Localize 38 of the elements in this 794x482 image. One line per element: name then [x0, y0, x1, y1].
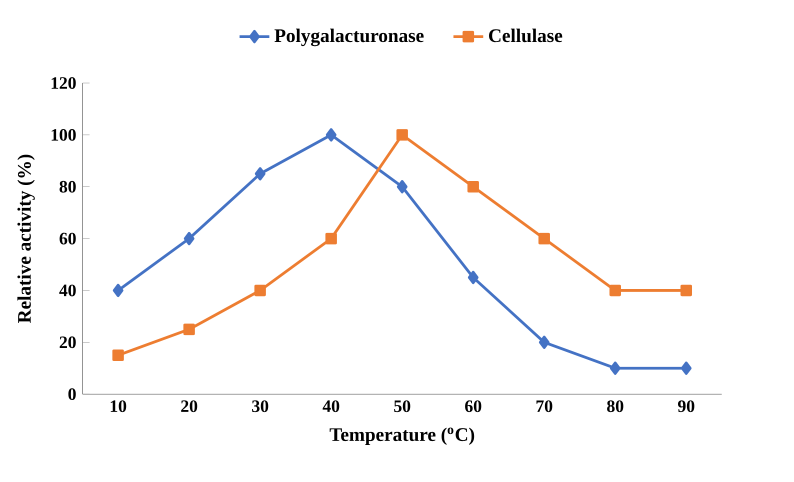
point [680, 284, 692, 296]
point [538, 336, 550, 349]
legend-label: Polygalacturonase [274, 28, 424, 46]
x-tick-label: 70 [536, 400, 552, 412]
legend-label: Cellulase [489, 28, 562, 42]
x-tick-label: 40 [322, 400, 340, 412]
x-tick-label: 60 [465, 400, 482, 412]
point [184, 232, 194, 246]
y-tick-label: 40 [59, 284, 76, 296]
point [112, 284, 124, 298]
point [609, 284, 621, 296]
point [396, 180, 408, 194]
point [680, 362, 692, 375]
point [325, 232, 337, 244]
y-tick-label: 120 [52, 77, 76, 89]
point [183, 324, 195, 336]
point [467, 180, 479, 192]
point [396, 129, 408, 141]
point [254, 284, 266, 296]
x-tick-label: 10 [110, 400, 126, 412]
point [326, 128, 336, 142]
y-tick-label: 20 [60, 336, 76, 348]
point [538, 232, 550, 244]
point [610, 362, 621, 375]
y-tick-label: 100 [52, 128, 76, 141]
x-tick-label: 30 [252, 400, 268, 412]
y-axis-title: Relative activity (%) [17, 154, 35, 323]
x-axis-title: Temperature ($^{o}$C) [330, 428, 474, 445]
x-tick-label: 90 [678, 400, 694, 412]
point [112, 350, 124, 362]
point [254, 167, 266, 180]
y-tick-label: 60 [60, 232, 76, 244]
y-tick-label: 0 [68, 388, 76, 400]
x-tick-label: 20 [181, 400, 198, 412]
y-tick-label: 80 [60, 180, 76, 193]
point [468, 270, 479, 284]
x-tick-label: 80 [607, 400, 624, 412]
x-tick-label: 50 [394, 400, 410, 412]
